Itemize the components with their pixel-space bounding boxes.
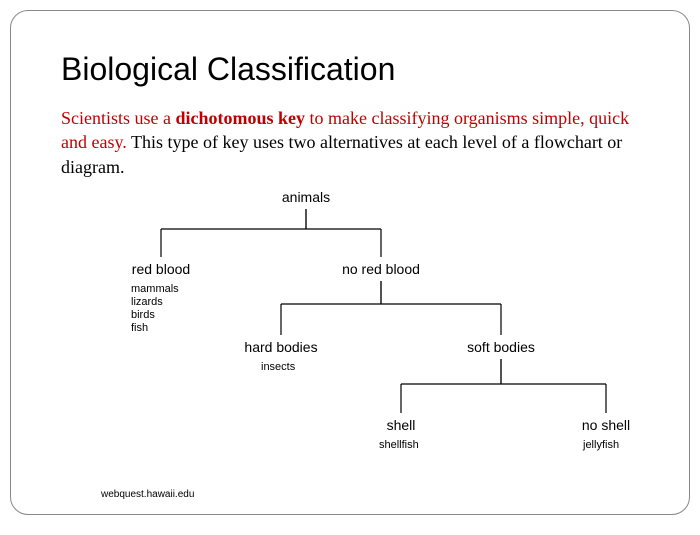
tree-node-noshell: no shell <box>576 417 636 433</box>
tree-node-softbodies: soft bodies <box>461 339 541 355</box>
description: Scientists use a dichotomous key to make… <box>61 106 639 179</box>
tree-node-shell: shell <box>381 417 421 433</box>
desc-red-bold: dichotomous key <box>176 108 306 128</box>
tree-node-noredblood: no red blood <box>336 261 426 277</box>
citation: webquest.hawaii.edu <box>101 489 194 500</box>
tree-examples-shell: shellfish <box>379 439 419 452</box>
slide-frame: Biological Classification Scientists use… <box>10 10 690 515</box>
tree-examples-redblood: mammalslizardsbirdsfish <box>131 283 179 336</box>
tree-node-hardbodies: hard bodies <box>241 339 321 355</box>
tree-node-animals: animals <box>276 189 336 205</box>
tree-examples-noshell: jellyfish <box>583 439 619 452</box>
page-title: Biological Classification <box>61 51 639 88</box>
tree-node-redblood: red blood <box>126 261 196 277</box>
tree-examples-hardbodies: insects <box>261 361 295 374</box>
desc-red-1: Scientists use a <box>61 108 176 128</box>
desc-black: This type of key uses two alternatives a… <box>61 132 622 176</box>
dichotomous-tree: animals red blood no red blood hard bodies s… <box>81 189 661 469</box>
